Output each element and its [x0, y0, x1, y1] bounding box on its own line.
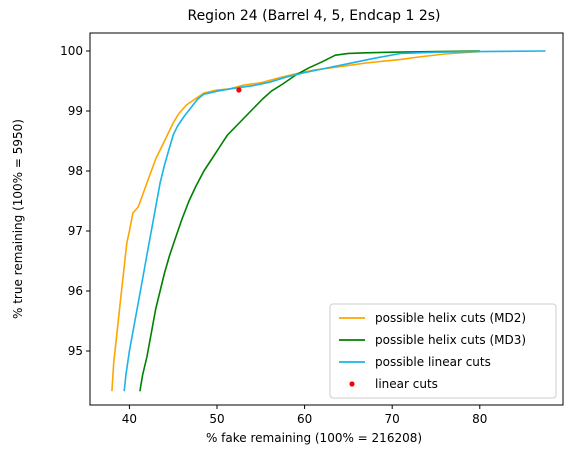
chart-title: Region 24 (Barrel 4, 5, Endcap 1 2s)	[187, 8, 440, 24]
x-axis-title: % fake remaining (100% = 216208)	[206, 431, 422, 445]
y-tick-label: 99	[68, 104, 83, 118]
x-tick-label: 70	[385, 412, 400, 426]
legend-entry: linear cuts	[375, 377, 438, 391]
y-tick-label: 96	[68, 284, 83, 298]
x-axis: 40 50 60 70 80	[122, 405, 487, 426]
y-tick-label: 97	[68, 224, 83, 238]
x-tick-label: 40	[122, 412, 137, 426]
y-tick-label: 95	[68, 344, 83, 358]
y-axis-title: % true remaining (100% = 5950)	[11, 119, 25, 319]
legend-entry: possible helix cuts (MD3)	[375, 333, 526, 347]
legend: possible helix cuts (MD2) possible helix …	[329, 303, 557, 399]
legend-box	[329, 303, 557, 399]
x-tick-label: 80	[472, 412, 487, 426]
y-axis: 95 96 97 98 99 100	[60, 44, 90, 358]
series-line	[111, 50, 480, 392]
y-tick-label: 100	[60, 44, 83, 58]
x-tick-label: 50	[209, 412, 224, 426]
series-line	[123, 50, 546, 392]
plot-frame	[89, 32, 564, 406]
series-line	[139, 50, 480, 392]
plot-area	[111, 50, 546, 392]
y-tick-label: 98	[68, 164, 83, 178]
legend-entry: possible linear cuts	[375, 355, 491, 369]
legend-entry: possible helix cuts (MD2)	[375, 311, 526, 325]
legend-swatch	[349, 381, 355, 387]
x-tick-label: 60	[297, 412, 312, 426]
scatter-point	[236, 87, 242, 93]
